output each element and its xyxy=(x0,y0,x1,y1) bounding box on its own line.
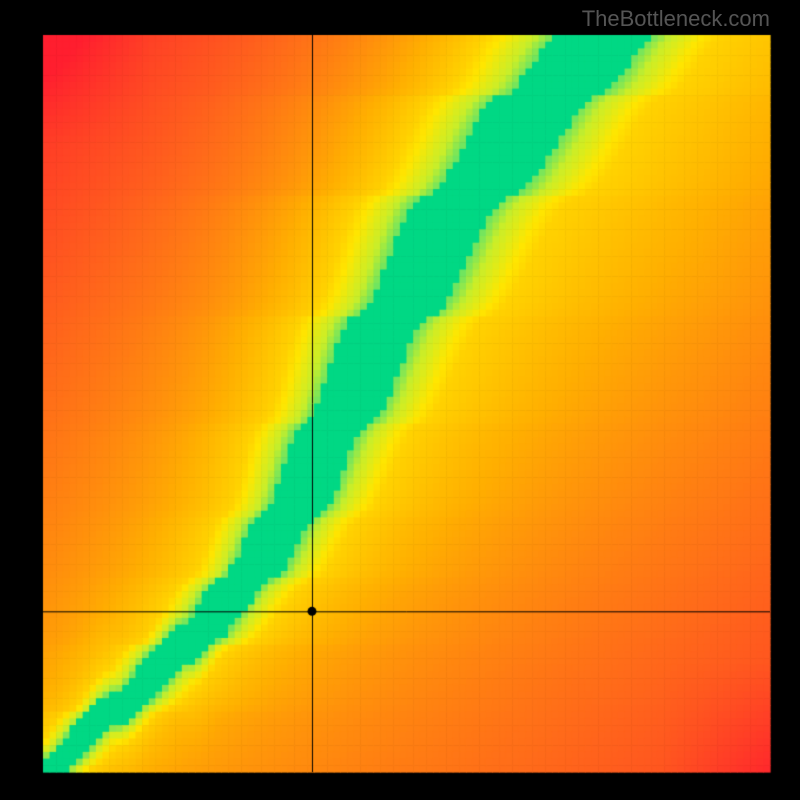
chart-container: TheBottleneck.com xyxy=(0,0,800,800)
watermark-text: TheBottleneck.com xyxy=(582,6,770,32)
bottleneck-heatmap xyxy=(0,0,800,800)
